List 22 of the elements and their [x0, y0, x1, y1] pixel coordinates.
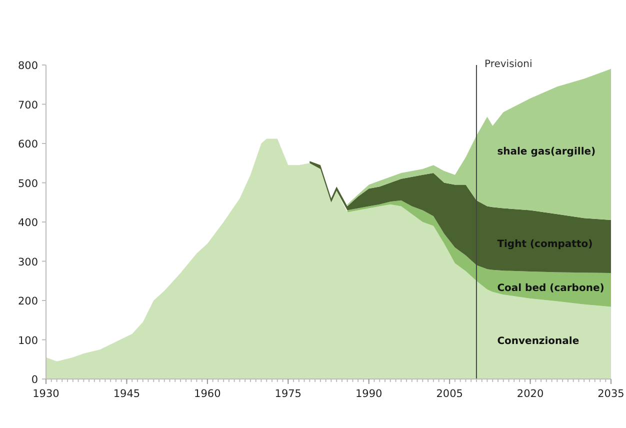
- x-tick-label: 1975: [274, 388, 302, 400]
- series-label: Coal bed (carbone): [497, 282, 604, 294]
- series-label: Tight (compatto): [497, 239, 593, 250]
- y-tick-label: 600: [18, 138, 38, 150]
- series-label: shale gas(argille): [497, 146, 596, 158]
- series-label: Convenzionale: [497, 336, 580, 348]
- x-tick-label: 2020: [516, 388, 544, 400]
- x-tick-label: 1930: [32, 388, 60, 400]
- ref-line-label: Previsioni: [484, 59, 532, 70]
- x-tick-label: 2005: [436, 388, 463, 400]
- y-tick-label: 400: [18, 217, 38, 229]
- y-tick-label: 0: [31, 374, 38, 386]
- y-tick-label: 500: [18, 178, 38, 190]
- y-tick-label: 300: [18, 256, 38, 268]
- x-tick-label: 2035: [598, 388, 624, 400]
- y-tick-label: 800: [18, 60, 38, 72]
- y-tick-label: 700: [18, 99, 38, 112]
- y-tick-label: 200: [18, 296, 38, 308]
- x-tick-label: 1990: [355, 388, 382, 400]
- y-tick-label: 100: [18, 334, 38, 347]
- x-tick-label: 1960: [194, 388, 221, 400]
- x-tick-label: 1945: [113, 388, 140, 400]
